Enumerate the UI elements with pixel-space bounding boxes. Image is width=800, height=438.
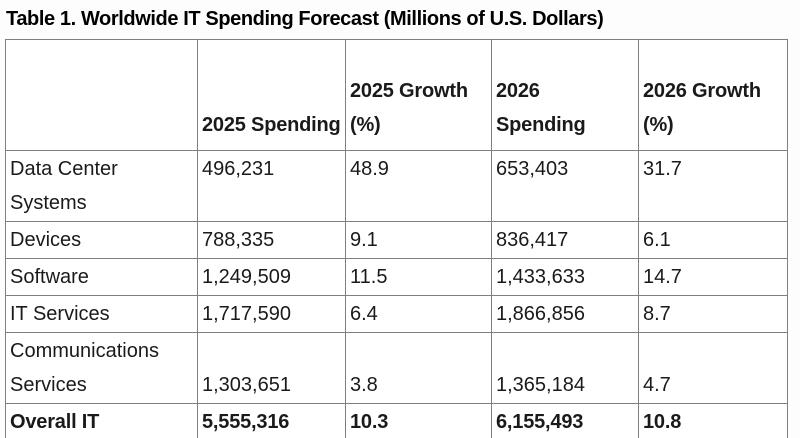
row-label: Overall IT [5, 403, 198, 438]
table-header: 2025 Spending 2025 Growth (%) 2026 Spend… [5, 39, 788, 151]
column-header-2025-growth: 2025 Growth (%) [345, 39, 492, 151]
table-cell: 6.4 [345, 295, 492, 333]
table-cell: 1,717,590 [197, 295, 346, 333]
table-cell: 496,231 [197, 150, 346, 222]
table-cell: 4.7 [638, 332, 788, 404]
table-cell: 5,555,316 [197, 403, 346, 438]
table-cell: 1,303,651 [197, 332, 346, 404]
table-cell: 6,155,493 [491, 403, 639, 438]
table-cell: 1,249,509 [197, 258, 346, 296]
table-row: Overall IT 5,555,316 10.3 6,155,493 10.8 [5, 403, 788, 438]
table-cell: 836,417 [491, 221, 639, 259]
table-row: Communications Services 1,303,651 3.8 1,365… [5, 332, 788, 404]
table-row: Data Center Systems 496,231 48.9 653,403 31.… [5, 150, 788, 222]
table-title: Table 1. Worldwide IT Spending Forecast … [6, 8, 604, 30]
table-row: IT Services 1,717,590 6.4 1,866,856 8.7 [5, 295, 788, 333]
header-row: 2025 Spending 2025 Growth (%) 2026 Spend… [5, 39, 788, 151]
table-cell: 11.5 [345, 258, 492, 296]
row-label: IT Services [5, 295, 198, 333]
column-header-2026-spending: 2026 Spending [491, 39, 639, 151]
table-cell: 653,403 [491, 150, 639, 222]
row-label: Data Center Systems [5, 150, 198, 222]
column-header-2026-growth: 2026 Growth (%) [638, 39, 788, 151]
row-label: Software [5, 258, 198, 296]
table-cell: 1,365,184 [491, 332, 639, 404]
table-cell: 10.3 [345, 403, 492, 438]
column-header-2025-spending: 2025 Spending [197, 39, 346, 151]
row-label: Communications Services [5, 332, 198, 404]
table-cell: 14.7 [638, 258, 788, 296]
it-spending-forecast-table: 2025 Spending 2025 Growth (%) 2026 Spend… [5, 39, 788, 438]
row-label: Devices [5, 221, 198, 259]
table-cell: 31.7 [638, 150, 788, 222]
table-cell: 3.8 [345, 332, 492, 404]
table-body: Data Center Systems 496,231 48.9 653,403 31.… [5, 150, 788, 438]
table-cell: 6.1 [638, 221, 788, 259]
table-cell: 1,866,856 [491, 295, 639, 333]
table-cell: 48.9 [345, 150, 492, 222]
table-cell: 10.8 [638, 403, 788, 438]
table-row: Devices 788,335 9.1 836,417 6.1 [5, 221, 788, 259]
column-header-blank [5, 39, 198, 151]
table-cell: 8.7 [638, 295, 788, 333]
table-cell: 9.1 [345, 221, 492, 259]
table-cell: 1,433,633 [491, 258, 639, 296]
table-row: Software 1,249,509 11.5 1,433,633 14.7 [5, 258, 788, 296]
table-cell: 788,335 [197, 221, 346, 259]
